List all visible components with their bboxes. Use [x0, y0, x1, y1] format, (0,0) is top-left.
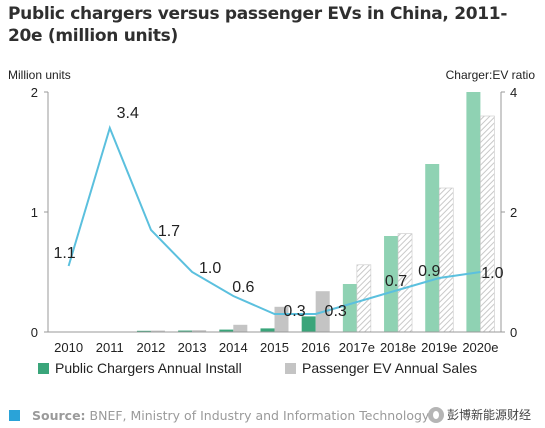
x-tick-label: 2010 [54, 340, 83, 355]
right-axis-title: Charger:EV ratio [446, 68, 536, 82]
ratio-data-label: 1.0 [199, 260, 221, 277]
x-tick-label: 2014 [219, 340, 248, 355]
legend-swatch-chargers [38, 362, 49, 374]
source-body: BNEF, Ministry of Industry and Informati… [85, 408, 430, 423]
x-tick-label: 2016 [301, 340, 330, 355]
legend-item-chargers: Public Chargers Annual Install [38, 360, 242, 376]
ratio-data-label: 3.4 [117, 105, 139, 122]
wechat-icon [427, 406, 444, 423]
chart-area: Million units Charger:EV ratio 0 1 2 0 2 4 2… [8, 68, 536, 355]
bar-public-chargers-2012 [136, 330, 151, 332]
bar-public-chargers-2015 [260, 328, 275, 332]
watermark-text: 彭博新能源财经 [446, 408, 531, 422]
left-tick-label: 2 [31, 85, 38, 100]
watermark: 彭博新能源财经 [427, 406, 531, 423]
chart-title: Public chargers versus passenger EVs in … [8, 4, 508, 46]
ratio-data-label: 0.7 [385, 273, 407, 290]
x-tick-label: 2017e [339, 340, 375, 355]
legend-swatch-evs [285, 362, 296, 374]
ratio-data-label: 1.1 [53, 245, 75, 262]
left-tick-label: 0 [31, 325, 38, 340]
bar-public-chargers-2020e [466, 92, 481, 332]
ratio-line-series [67, 124, 481, 315]
bar-public-chargers-2014 [219, 329, 234, 332]
ratio-data-label: 0.9 [418, 263, 440, 280]
ratio-data-label: 1.0 [481, 265, 503, 282]
bar-public-chargers-2017e [342, 284, 357, 332]
legend-label-evs: Passenger EV Annual Sales [302, 360, 478, 376]
ratio-data-label: 1.7 [158, 223, 180, 240]
x-tick-label: 2018e [380, 340, 416, 355]
source-marker-icon [9, 410, 20, 421]
right-tick-label: 0 [510, 325, 517, 340]
bar-public-chargers-2019e [425, 164, 440, 332]
left-axis-title: Million units [8, 68, 71, 82]
ratio-data-label: 0.3 [283, 303, 305, 320]
legend-label-chargers: Public Chargers Annual Install [55, 360, 242, 376]
x-tick-label: 2012 [136, 340, 165, 355]
bar-public-chargers-2013 [178, 330, 193, 332]
bar-passenger-evs-2013 [192, 330, 207, 332]
source-text: Source: BNEF, Ministry of Industry and I… [32, 408, 429, 423]
x-tick-label: 2020e [462, 340, 498, 355]
right-tick-label: 4 [510, 85, 517, 100]
legend: Public Chargers Annual Install Passenger… [38, 360, 538, 380]
ratio-data-label: 0.6 [232, 279, 254, 296]
bar-passenger-evs-2012 [150, 330, 165, 332]
bar-passenger-evs-2020e [480, 115, 495, 333]
left-tick-label: 1 [31, 205, 38, 220]
x-tick-label: 2015 [260, 340, 289, 355]
x-tick-label: 2019e [421, 340, 457, 355]
legend-item-evs: Passenger EV Annual Sales [285, 360, 477, 376]
x-tick-label: 2011 [96, 340, 124, 355]
source-footer: Source: BNEF, Ministry of Industry and I… [0, 404, 545, 428]
bar-public-chargers-2016 [301, 316, 316, 332]
source-label: Source: [32, 408, 86, 423]
right-tick-label: 2 [510, 205, 517, 220]
x-tick-label: 2013 [178, 340, 207, 355]
ratio-data-label: 0.3 [325, 303, 347, 320]
bar-public-chargers-2018e [384, 236, 399, 332]
bar-passenger-evs-2019e [438, 187, 454, 333]
bar-passenger-evs-2014 [233, 324, 248, 332]
